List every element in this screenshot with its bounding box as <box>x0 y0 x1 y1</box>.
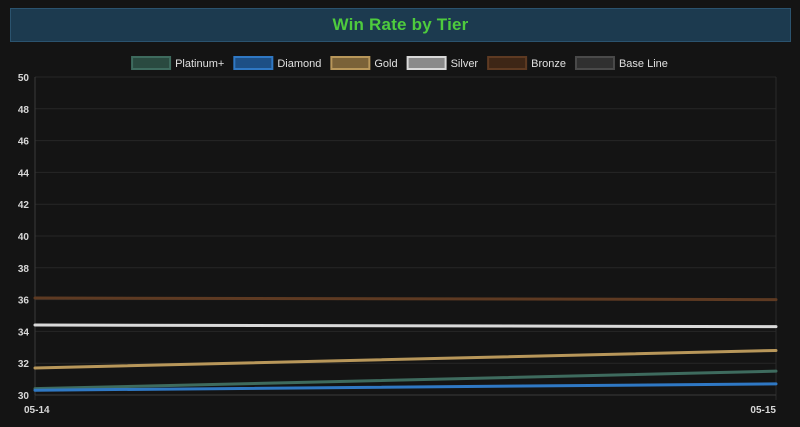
y-tick-label: 44 <box>18 168 30 179</box>
chart-title: Win Rate by Tier <box>332 15 469 34</box>
legend-label: Gold <box>374 58 397 70</box>
x-tick-label: 05-15 <box>750 405 776 416</box>
legend-swatch <box>131 56 172 70</box>
series-line-bronze <box>33 296 778 302</box>
series-line-gold <box>33 348 778 370</box>
legend-item-bronze: Bronze <box>487 56 566 70</box>
legend-swatch <box>487 56 528 70</box>
legend-swatch <box>233 56 274 70</box>
legend-item-diamond: Diamond <box>233 56 321 70</box>
grid <box>34 76 777 400</box>
y-tick-label: 38 <box>18 264 30 275</box>
legend-item-platinum-: Platinum+ <box>131 56 224 70</box>
x-tick-label: 05-14 <box>24 405 50 416</box>
legend-swatch <box>406 56 447 70</box>
legend-swatch <box>330 56 371 70</box>
legend-item-base-line: Base Line <box>574 56 668 70</box>
legend-label: Diamond <box>277 58 321 70</box>
chart-title-bar: Win Rate by Tier <box>10 8 791 42</box>
legend-label: Platinum+ <box>175 58 224 70</box>
series-lines <box>33 296 778 392</box>
series-line-platinum- <box>33 369 778 391</box>
y-tick-label: 30 <box>18 391 30 402</box>
legend-item-silver: Silver <box>406 56 479 70</box>
legend-swatch <box>574 56 615 70</box>
y-tick-label: 48 <box>18 105 30 116</box>
legend-item-gold: Gold <box>330 56 398 70</box>
y-tick-label: 46 <box>18 137 30 148</box>
axes: 30 32 34 36 38 40 42 44 46 48 50 05-14 05-15 <box>18 73 777 416</box>
y-tick-label: 42 <box>18 200 30 211</box>
y-tick-label: 40 <box>18 232 30 243</box>
y-tick-label: 32 <box>18 359 30 370</box>
y-tick-label: 36 <box>18 296 30 307</box>
legend-label: Silver <box>451 58 479 70</box>
legend-label: Base Line <box>619 58 668 70</box>
series-line-silver <box>33 323 778 329</box>
legend-label: Bronze <box>531 58 566 70</box>
y-tick-label: 34 <box>18 327 30 338</box>
series-line-diamond <box>33 382 778 392</box>
legend: Platinum+ Diamond Gold Silver Bronze Base Lin… <box>131 56 668 70</box>
y-tick-label: 50 <box>18 73 30 84</box>
